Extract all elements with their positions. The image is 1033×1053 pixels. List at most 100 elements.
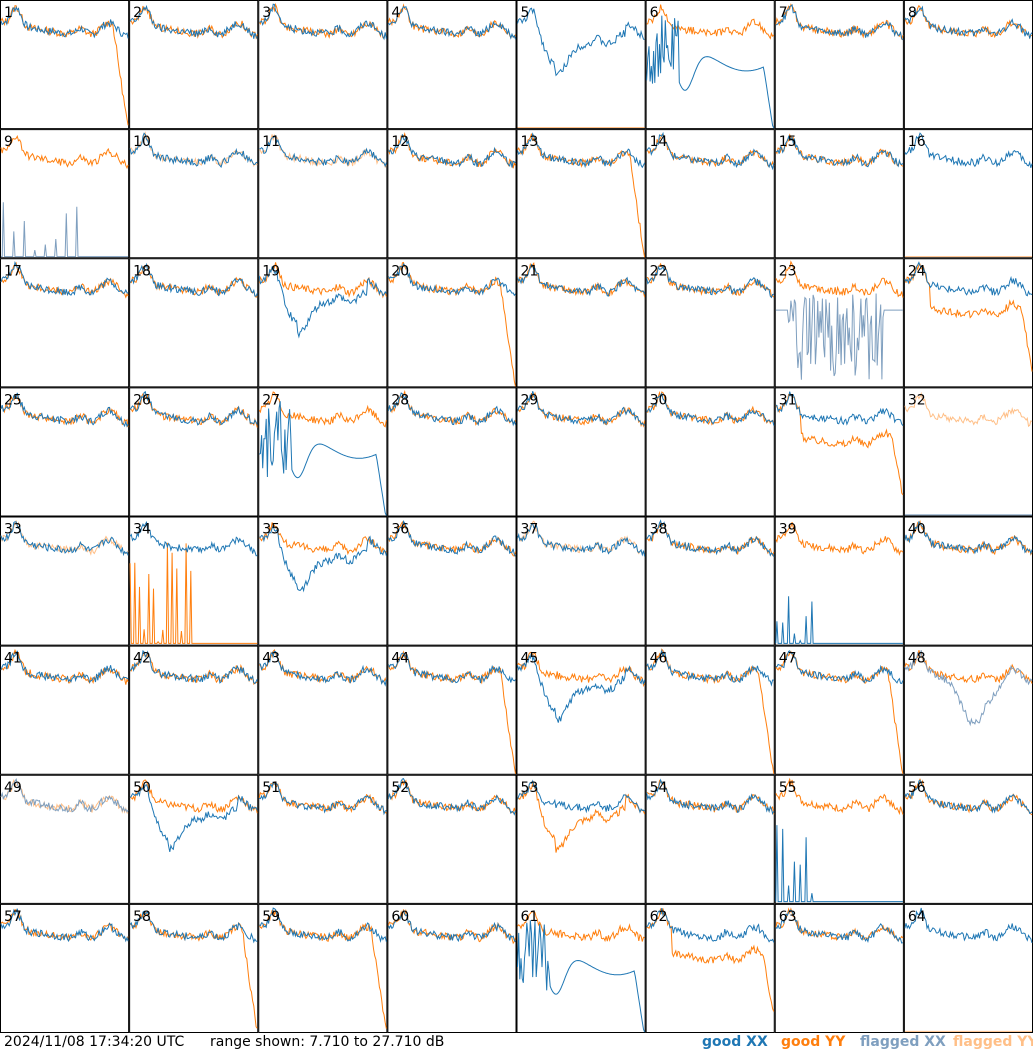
timestamp-label: 2024/11/08 17:34:20 UTC: [4, 1034, 185, 1050]
series-xx: [129, 649, 258, 685]
series-xx: [517, 779, 645, 814]
panel-label: 46: [650, 651, 668, 667]
series-yy: [775, 777, 904, 816]
panel-4: 4: [387, 0, 517, 130]
panel-label: 29: [521, 392, 539, 408]
panel-frame: [258, 258, 388, 388]
panel-1: 1: [0, 0, 130, 130]
panel-label: 54: [650, 780, 668, 796]
panel-label: 41: [4, 651, 22, 667]
panel-label: 21: [521, 263, 539, 279]
series-xx: [129, 520, 258, 557]
panel-18: 18: [129, 258, 259, 388]
series-xx: [775, 391, 904, 426]
series-yy: [904, 391, 1033, 428]
series-yy: [129, 911, 258, 1029]
panel-11: 11: [258, 129, 388, 259]
legend-flagged-xx: flagged XX: [860, 1034, 946, 1050]
panel-58: 58: [129, 903, 259, 1033]
series-xx: [646, 907, 775, 943]
panel-34: 34: [129, 516, 259, 646]
series-yy: [258, 262, 387, 299]
panel-label: 50: [133, 780, 151, 796]
series-xx: [0, 521, 129, 557]
series-xx: [775, 293, 903, 380]
panel-41: 41: [0, 645, 130, 775]
panel-26: 26: [129, 387, 259, 517]
series-xx: [904, 907, 1033, 944]
panel-label: 8: [908, 5, 917, 21]
panel-label: 11: [262, 134, 280, 150]
series-yy: [646, 134, 775, 168]
series-yy: [0, 648, 129, 685]
panel-label: 7: [779, 5, 788, 21]
series-yy: [258, 2, 387, 40]
series-yy: [0, 520, 129, 556]
series-yy: [517, 520, 645, 556]
series-yy: [646, 390, 775, 426]
panel-60: 60: [387, 903, 517, 1033]
series-yy: [646, 4, 775, 40]
series-yy: [0, 778, 129, 814]
series-xx: [387, 5, 516, 40]
panel-45: 45: [516, 645, 646, 775]
panel-label: 53: [521, 780, 539, 796]
panel-44: 44: [387, 645, 517, 775]
panel-label: 19: [262, 263, 280, 279]
series-yy: [129, 542, 258, 644]
series-yy: [0, 5, 129, 126]
panel-38: 38: [645, 516, 775, 646]
series-xx: [129, 390, 258, 426]
series-xx: [259, 907, 387, 943]
series-xx: [258, 265, 387, 339]
panel-7: 7: [774, 0, 904, 130]
series-yy: [646, 908, 775, 1012]
panel-13: 13: [516, 129, 646, 259]
panel-label: 30: [650, 392, 668, 408]
panel-52: 52: [387, 774, 517, 904]
panel-label: 20: [391, 263, 409, 279]
series-xx: [517, 522, 646, 557]
panel-19: 19: [258, 258, 388, 388]
series-xx: [259, 135, 387, 168]
series-xx: [0, 908, 129, 943]
panel-frame: [0, 0, 130, 130]
panel-label: 49: [4, 780, 22, 796]
series-yy: [646, 779, 775, 815]
series-xx: [0, 650, 129, 684]
series-xx: [517, 263, 646, 297]
panel-label: 3: [262, 5, 271, 21]
series-yy: [258, 909, 387, 1029]
panel-frame: [258, 516, 388, 646]
series-xx: [904, 261, 1033, 297]
panel-label: 12: [391, 134, 409, 150]
series-xx: [517, 7, 645, 77]
panel-42: 42: [129, 645, 259, 775]
panel-label: 60: [391, 909, 409, 925]
series-xx: [517, 132, 646, 169]
panel-5: 5: [516, 0, 646, 130]
panel-46: 46: [645, 645, 775, 775]
series-yy: [517, 391, 646, 428]
panel-frame: [645, 258, 775, 388]
footer-bar: 2024/11/08 17:34:20 UTC range shown: 7.7…: [0, 1033, 1033, 1053]
panel-label: 52: [391, 780, 409, 796]
series-yy: [904, 4, 1033, 40]
panel-label: 10: [133, 134, 151, 150]
panel-22: 22: [645, 258, 775, 388]
panel-label: 48: [908, 651, 926, 667]
series-xx: [775, 134, 904, 168]
series-yy: [0, 134, 129, 170]
series-xx: [387, 519, 516, 557]
series-yy: [258, 781, 387, 815]
series-xx: [775, 596, 903, 644]
series-xx: [129, 132, 258, 169]
panel-8: 8: [903, 0, 1033, 130]
series-yy: [130, 131, 258, 168]
panel-frame: [645, 903, 775, 1033]
panel-47: 47: [774, 645, 904, 775]
series-xx: [646, 131, 775, 171]
series-yy: [517, 782, 646, 853]
panel-frame: [387, 0, 517, 130]
panel-35: 35: [258, 516, 388, 646]
